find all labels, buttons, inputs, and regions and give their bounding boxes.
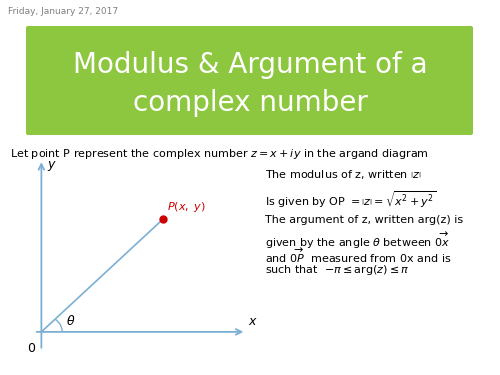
Text: Let point P represent the complex number $z = x + iy$ in the argand diagram: Let point P represent the complex number…: [10, 147, 429, 161]
Text: The modulus of z, written $\left|z\right|$: The modulus of z, written $\left|z\right…: [265, 168, 422, 181]
Text: $\theta$: $\theta$: [66, 314, 76, 328]
Text: $P(x,\ y)$: $P(x,\ y)$: [168, 200, 206, 214]
Text: Friday, January 27, 2017: Friday, January 27, 2017: [8, 7, 118, 16]
Text: and $\overrightarrow{0P}$  measured from 0x and is: and $\overrightarrow{0P}$ measured from …: [265, 247, 452, 265]
Text: $y$: $y$: [47, 159, 57, 173]
Text: Is given by OP $= \left|z\right| = \sqrt{x^2 + y^2}$: Is given by OP $= \left|z\right| = \sqrt…: [265, 189, 436, 210]
Text: The argument of z, written arg(z) is: The argument of z, written arg(z) is: [265, 215, 463, 225]
Text: such that  $-\pi \leq \mathrm{arg}(z) \leq \pi$: such that $-\pi \leq \mathrm{arg}(z) \le…: [265, 263, 410, 277]
Text: given by the angle $\theta$ between $\overrightarrow{0x}$: given by the angle $\theta$ between $\ov…: [265, 231, 450, 251]
Text: complex number: complex number: [132, 89, 368, 117]
FancyBboxPatch shape: [26, 26, 473, 135]
Text: $0$: $0$: [28, 342, 36, 355]
Text: $x$: $x$: [248, 315, 258, 328]
Text: Modulus & Argument of a: Modulus & Argument of a: [72, 51, 428, 79]
